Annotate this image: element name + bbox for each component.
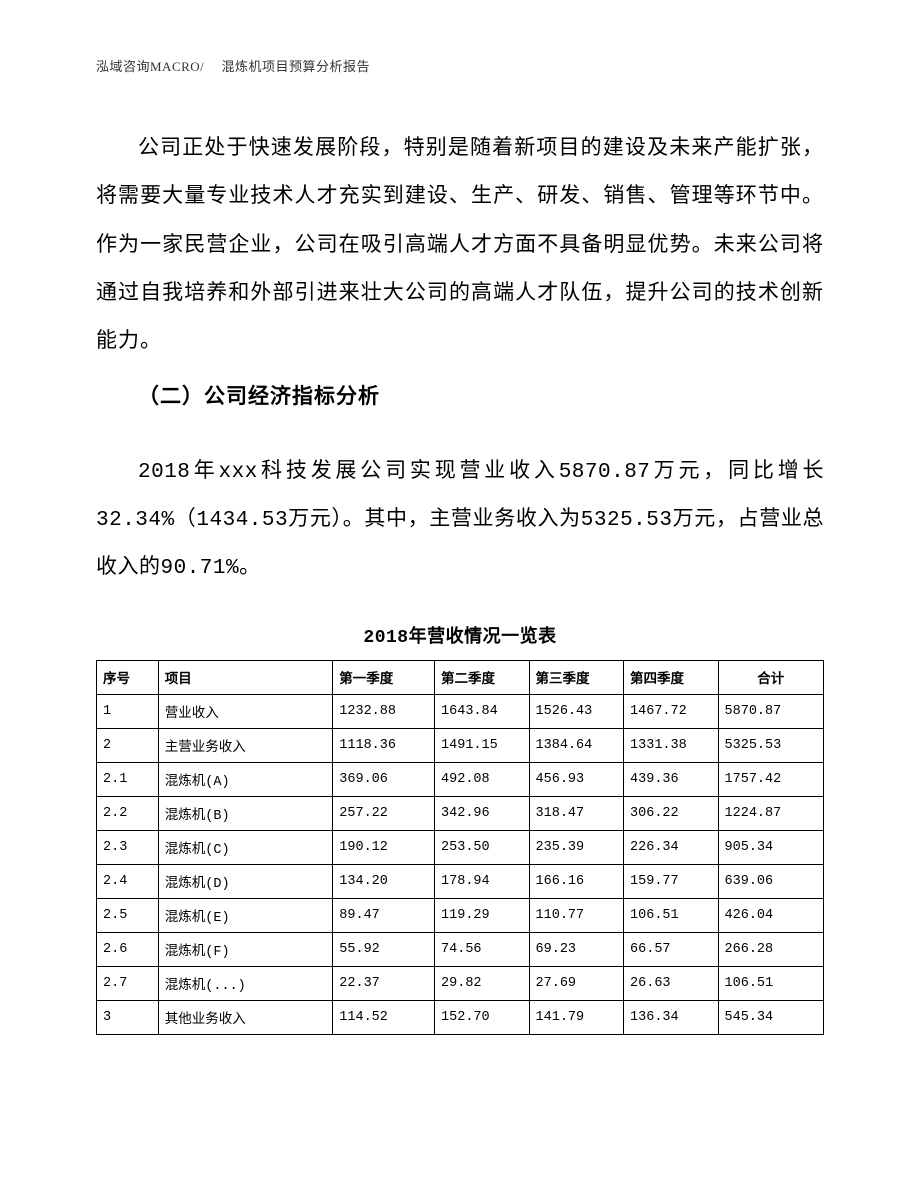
table-row: 2.2 混炼机(B) 257.22 342.96 318.47 306.22 1… bbox=[97, 796, 824, 830]
table-row: 3 其他业务收入 114.52 152.70 141.79 136.34 545… bbox=[97, 1000, 824, 1034]
table-cell: 22.37 bbox=[333, 966, 435, 1000]
table-row: 2.7 混炼机(...) 22.37 29.82 27.69 26.63 106… bbox=[97, 966, 824, 1000]
table-cell: 439.36 bbox=[624, 762, 719, 796]
table-cell: 456.93 bbox=[529, 762, 624, 796]
table-cell: 639.06 bbox=[718, 864, 823, 898]
revenue-table: 序号 项目 第一季度 第二季度 第三季度 第四季度 合计 1 营业收入 1232… bbox=[96, 660, 824, 1035]
table-cell: 66.57 bbox=[624, 932, 719, 966]
table-cell: 266.28 bbox=[718, 932, 823, 966]
table-cell: 混炼机(B) bbox=[158, 796, 332, 830]
table-header-cell: 序号 bbox=[97, 660, 159, 694]
table-cell: 306.22 bbox=[624, 796, 719, 830]
table-row: 1 营业收入 1232.88 1643.84 1526.43 1467.72 5… bbox=[97, 694, 824, 728]
table-row: 2.3 混炼机(C) 190.12 253.50 235.39 226.34 9… bbox=[97, 830, 824, 864]
table-cell: 1224.87 bbox=[718, 796, 823, 830]
table-cell: 159.77 bbox=[624, 864, 719, 898]
table-cell: 55.92 bbox=[333, 932, 435, 966]
table-cell: 426.04 bbox=[718, 898, 823, 932]
table-cell: 110.77 bbox=[529, 898, 624, 932]
table-cell: 235.39 bbox=[529, 830, 624, 864]
table-title: 2018年营收情况一览表 bbox=[96, 622, 824, 648]
table-cell: 26.63 bbox=[624, 966, 719, 1000]
table-cell: 114.52 bbox=[333, 1000, 435, 1034]
table-cell: 74.56 bbox=[435, 932, 530, 966]
table-header-row: 序号 项目 第一季度 第二季度 第三季度 第四季度 合计 bbox=[97, 660, 824, 694]
table-cell: 2.2 bbox=[97, 796, 159, 830]
table-cell: 136.34 bbox=[624, 1000, 719, 1034]
table-cell: 1 bbox=[97, 694, 159, 728]
table-cell: 1331.38 bbox=[624, 728, 719, 762]
table-cell: 29.82 bbox=[435, 966, 530, 1000]
table-cell: 5870.87 bbox=[718, 694, 823, 728]
table-cell: 141.79 bbox=[529, 1000, 624, 1034]
table-cell: 190.12 bbox=[333, 830, 435, 864]
table-cell: 1384.64 bbox=[529, 728, 624, 762]
table-header-cell: 第四季度 bbox=[624, 660, 719, 694]
table-cell: 318.47 bbox=[529, 796, 624, 830]
table-cell: 2.3 bbox=[97, 830, 159, 864]
table-header-cell: 项目 bbox=[158, 660, 332, 694]
table-cell: 1491.15 bbox=[435, 728, 530, 762]
table-cell: 253.50 bbox=[435, 830, 530, 864]
table-cell: 1526.43 bbox=[529, 694, 624, 728]
table-header-cell: 第一季度 bbox=[333, 660, 435, 694]
table-cell: 152.70 bbox=[435, 1000, 530, 1034]
section-title: （二）公司经济指标分析 bbox=[96, 372, 824, 420]
table-cell: 342.96 bbox=[435, 796, 530, 830]
table-cell: 27.69 bbox=[529, 966, 624, 1000]
table-row: 2.5 混炼机(E) 89.47 119.29 110.77 106.51 42… bbox=[97, 898, 824, 932]
table-cell: 905.34 bbox=[718, 830, 823, 864]
table-cell: 2.4 bbox=[97, 864, 159, 898]
table-row: 2.4 混炼机(D) 134.20 178.94 166.16 159.77 6… bbox=[97, 864, 824, 898]
table-cell: 492.08 bbox=[435, 762, 530, 796]
table-body: 1 营业收入 1232.88 1643.84 1526.43 1467.72 5… bbox=[97, 694, 824, 1034]
table-row: 2.1 混炼机(A) 369.06 492.08 456.93 439.36 1… bbox=[97, 762, 824, 796]
page-header: 泓域咨询MACRO/ 混炼机项目预算分析报告 bbox=[96, 56, 824, 75]
table-cell: 545.34 bbox=[718, 1000, 823, 1034]
table-cell: 134.20 bbox=[333, 864, 435, 898]
table-cell: 混炼机(E) bbox=[158, 898, 332, 932]
table-cell: 106.51 bbox=[624, 898, 719, 932]
table-cell: 3 bbox=[97, 1000, 159, 1034]
paragraph-1: 公司正处于快速发展阶段，特别是随着新项目的建设及未来产能扩张，将需要大量专业技术… bbox=[96, 123, 824, 364]
table-cell: 混炼机(D) bbox=[158, 864, 332, 898]
table-cell: 其他业务收入 bbox=[158, 1000, 332, 1034]
table-cell: 5325.53 bbox=[718, 728, 823, 762]
table-cell: 主营业务收入 bbox=[158, 728, 332, 762]
table-cell: 106.51 bbox=[718, 966, 823, 1000]
table-cell: 69.23 bbox=[529, 932, 624, 966]
table-cell: 119.29 bbox=[435, 898, 530, 932]
table-cell: 257.22 bbox=[333, 796, 435, 830]
table-row: 2.6 混炼机(F) 55.92 74.56 69.23 66.57 266.2… bbox=[97, 932, 824, 966]
table-header-cell: 合计 bbox=[718, 660, 823, 694]
table-cell: 2.5 bbox=[97, 898, 159, 932]
table-cell: 1467.72 bbox=[624, 694, 719, 728]
table-cell: 1118.36 bbox=[333, 728, 435, 762]
table-cell: 2 bbox=[97, 728, 159, 762]
table-row: 2 主营业务收入 1118.36 1491.15 1384.64 1331.38… bbox=[97, 728, 824, 762]
table-cell: 混炼机(...) bbox=[158, 966, 332, 1000]
table-cell: 2.6 bbox=[97, 932, 159, 966]
table-cell: 1757.42 bbox=[718, 762, 823, 796]
table-cell: 2.7 bbox=[97, 966, 159, 1000]
table-cell: 营业收入 bbox=[158, 694, 332, 728]
table-cell: 2.1 bbox=[97, 762, 159, 796]
table-cell: 1643.84 bbox=[435, 694, 530, 728]
table-cell: 混炼机(A) bbox=[158, 762, 332, 796]
table-cell: 369.06 bbox=[333, 762, 435, 796]
table-header-cell: 第二季度 bbox=[435, 660, 530, 694]
table-cell: 89.47 bbox=[333, 898, 435, 932]
table-cell: 混炼机(F) bbox=[158, 932, 332, 966]
table-cell: 178.94 bbox=[435, 864, 530, 898]
table-cell: 166.16 bbox=[529, 864, 624, 898]
table-cell: 1232.88 bbox=[333, 694, 435, 728]
table-cell: 226.34 bbox=[624, 830, 719, 864]
table-header-cell: 第三季度 bbox=[529, 660, 624, 694]
paragraph-2: 2018年xxx科技发展公司实现营业收入5870.87万元，同比增长32.34%… bbox=[96, 449, 824, 594]
table-cell: 混炼机(C) bbox=[158, 830, 332, 864]
